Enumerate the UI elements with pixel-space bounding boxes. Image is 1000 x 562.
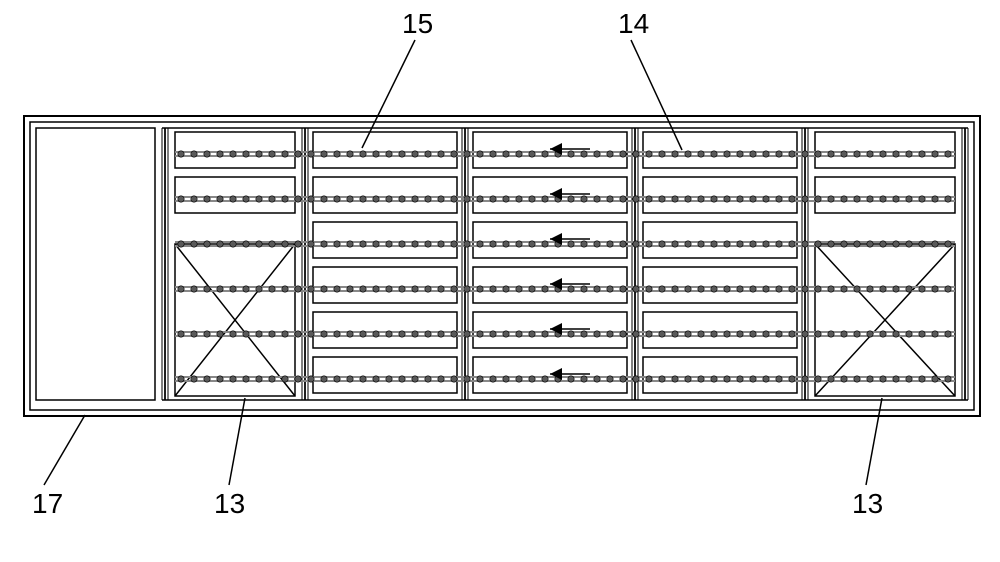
label-13-left: 13	[214, 488, 245, 520]
label-15: 15	[402, 8, 433, 40]
label-14: 14	[618, 8, 649, 40]
label-17: 17	[32, 488, 63, 520]
label-13-right: 13	[852, 488, 883, 520]
diagram-svg	[0, 0, 1000, 557]
